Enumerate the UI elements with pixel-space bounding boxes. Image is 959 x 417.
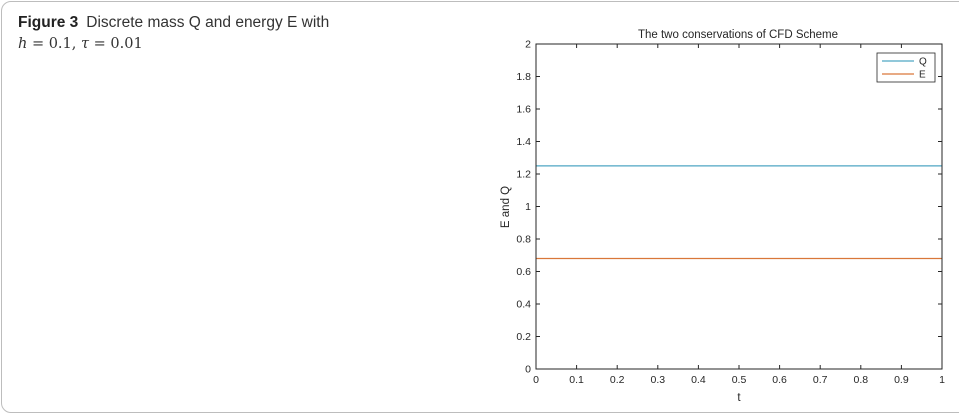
x-tick-label: 0 [533,374,539,386]
math-tau-var: τ [81,36,90,52]
y-tick-label: 0 [525,364,531,376]
y-tick-label: 0.8 [516,234,531,246]
legend-label-E: E [919,70,926,81]
series-layer [536,165,942,260]
y-tick-label: 0.4 [516,299,531,311]
x-tick-label: 1 [939,374,945,386]
axis-ticks: 0 0.1 0.2 0.3 0.4 0.5 0.6 0.7 0.8 0.9 1 0 0.2 0.4 0.6 0… [516,39,945,387]
caption-text: Discrete mass Q and energy E with [86,14,330,31]
x-tick-label: 0.5 [732,374,747,386]
x-tick-label: 0.6 [772,374,787,386]
plot-area [535,43,943,370]
legend-box [876,52,936,83]
figure-caption: Figure 3 Discrete mass Q and energy E wit… [18,12,438,55]
y-tick-label: 1 [525,201,531,213]
x-tick-label: 0.1 [569,374,584,386]
y-tick-label: 0.6 [516,266,531,278]
x-axis-label: t [737,392,741,404]
x-tick-label: 0.8 [853,374,868,386]
y-tick-label: 1.4 [516,136,531,148]
y-tick-label: 1.2 [516,169,531,181]
math-h-var: h [18,36,28,52]
math-h-eq: = 0.1, [27,36,77,52]
math-tau-eq: = 0.01 [89,36,143,52]
x-tick-label: 0.7 [813,374,828,386]
y-tick-label: 1.6 [516,104,531,116]
y-tick-label: 2 [525,39,531,51]
x-tick-label: 0.9 [894,374,909,386]
legend: QE [876,52,936,83]
figure-label: Figure 3 [18,14,79,31]
x-tick-label: 0.3 [650,374,665,386]
legend-label-Q: Q [919,57,927,68]
y-tick-label: 1.8 [516,71,531,83]
y-axis-label: E and Q [500,186,512,228]
x-tick-label: 0.2 [610,374,625,386]
x-tick-label: 0.4 [691,374,706,386]
caption-math: h = 0.1, τ = 0.01 [18,36,143,52]
chart-title: The two conservations of CFD Scheme [638,29,838,41]
y-tick-label: 0.2 [516,331,531,343]
